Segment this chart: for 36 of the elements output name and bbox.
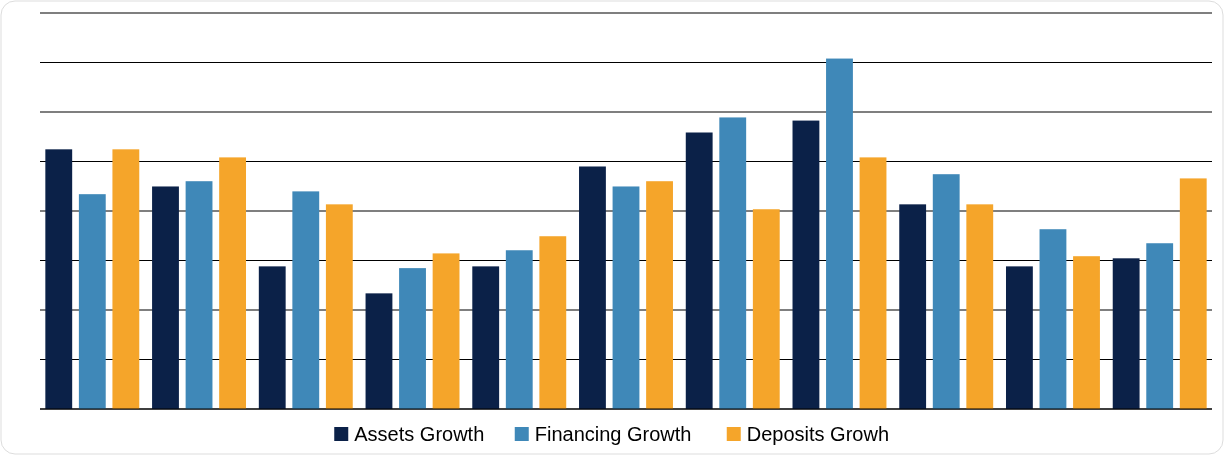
bar: [1005, 266, 1033, 409]
bar: [719, 117, 747, 409]
bar: [966, 204, 994, 409]
bar: [325, 204, 353, 409]
legend-label: Financing Growth: [534, 423, 692, 445]
bar: [505, 250, 533, 409]
bar: [258, 266, 286, 409]
bar: [612, 186, 640, 409]
bar: [152, 186, 179, 409]
bar: [219, 157, 247, 409]
bar: [292, 191, 320, 409]
bar: [685, 132, 713, 409]
bar: [185, 181, 213, 409]
bar: [646, 181, 673, 409]
bar: [859, 157, 887, 409]
bar: [826, 58, 853, 409]
bar: [899, 204, 927, 409]
legend-label: Assets Growth: [354, 423, 485, 445]
bar: [399, 268, 426, 409]
bar: [752, 209, 780, 409]
bar: [1179, 178, 1207, 409]
legend-label: Deposits Growh: [746, 423, 890, 445]
bar: [432, 253, 460, 409]
bar: [1112, 258, 1140, 409]
bar: [539, 236, 567, 409]
bar: [78, 194, 106, 409]
bar: [1073, 256, 1100, 409]
bar: [472, 266, 500, 409]
bar: [792, 120, 820, 409]
bar: [365, 293, 393, 409]
bar: [45, 149, 73, 409]
bar: [932, 174, 960, 409]
bar: [1146, 243, 1174, 409]
bar: [579, 166, 606, 409]
bar: [1039, 229, 1067, 409]
bar: [112, 149, 140, 409]
